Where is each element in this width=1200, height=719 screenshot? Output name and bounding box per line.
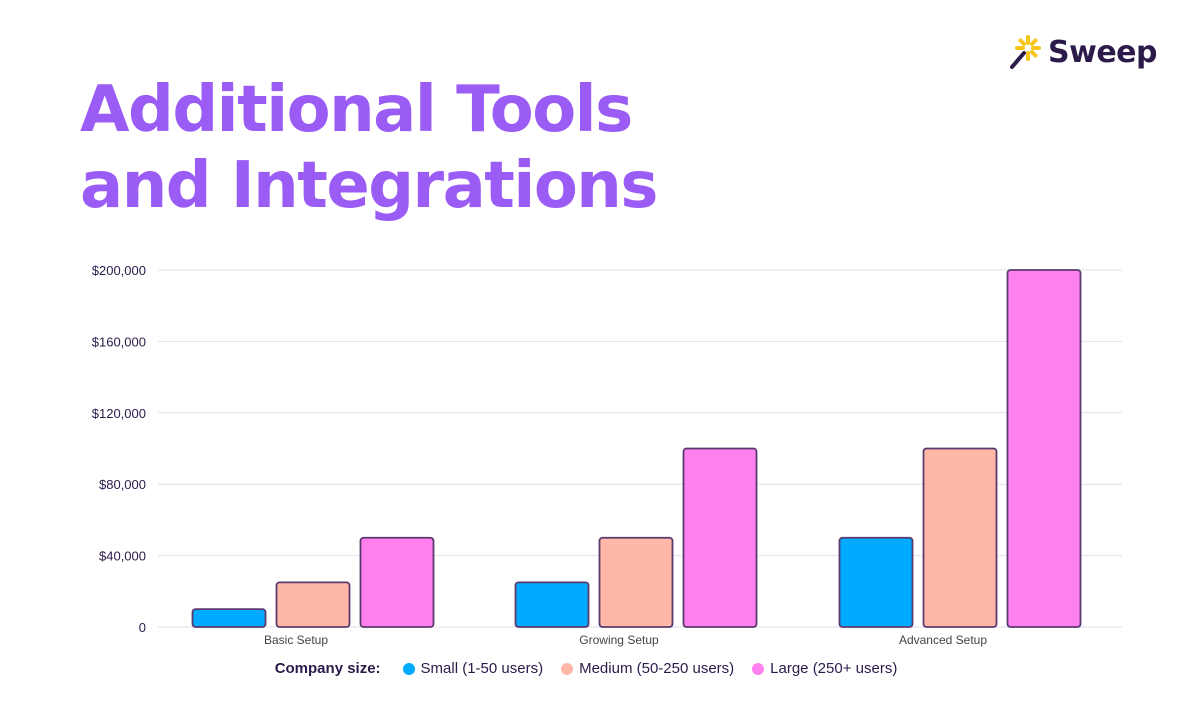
y-tick-label: $40,000: [99, 549, 146, 564]
bar-small: [838, 536, 914, 628]
bar-medium: [922, 447, 998, 628]
x-tick-label: Advanced Setup: [899, 633, 987, 647]
bar-large: [1006, 269, 1082, 628]
legend-item-large: Large (250+ users): [752, 660, 897, 677]
sweep-logo: Sweep: [1008, 34, 1158, 70]
y-tick-label: $200,000: [92, 263, 146, 278]
bar-large: [359, 536, 435, 628]
legend-dot-large: [752, 662, 765, 675]
sparkle-wand-icon: [1010, 35, 1041, 69]
title-line-1: Additional Tools: [80, 73, 633, 147]
x-tick-label: Basic Setup: [264, 633, 328, 647]
bar-small: [191, 608, 267, 628]
legend-label-large: Large (250+ users): [770, 660, 898, 677]
legend-label-small: Small (1-50 users): [420, 660, 544, 677]
page-title: Additional Tools and Integrations: [80, 72, 780, 224]
logo-text: Sweep: [1048, 34, 1158, 70]
title-line-2: and Integrations: [80, 149, 658, 223]
legend-dot-medium: [561, 662, 574, 675]
bar-small: [514, 581, 590, 628]
legend-label-medium: Medium (50-250 users): [579, 660, 735, 677]
legend-dot-small: [402, 662, 415, 675]
bar-medium: [275, 581, 351, 628]
bar-large: [682, 447, 758, 628]
y-tick-label: $160,000: [92, 334, 146, 349]
chart-legend: Company size: Small (1-50 users) Medium …: [0, 660, 1190, 677]
y-tick-label: 0: [139, 620, 146, 635]
legend-item-small: Small (1-50 users): [402, 660, 544, 677]
bar-medium: [598, 536, 674, 628]
y-tick-label: $120,000: [92, 406, 146, 421]
legend-item-medium: Medium (50-250 users): [561, 660, 734, 677]
bar-chart: 0 $40,000 $80,000 $120,000 $160,000 $200,000 B…: [92, 263, 1122, 647]
y-tick-label: $80,000: [99, 477, 146, 492]
legend-title: Company size:: [274, 660, 381, 677]
x-tick-label: Growing Setup: [579, 633, 659, 647]
